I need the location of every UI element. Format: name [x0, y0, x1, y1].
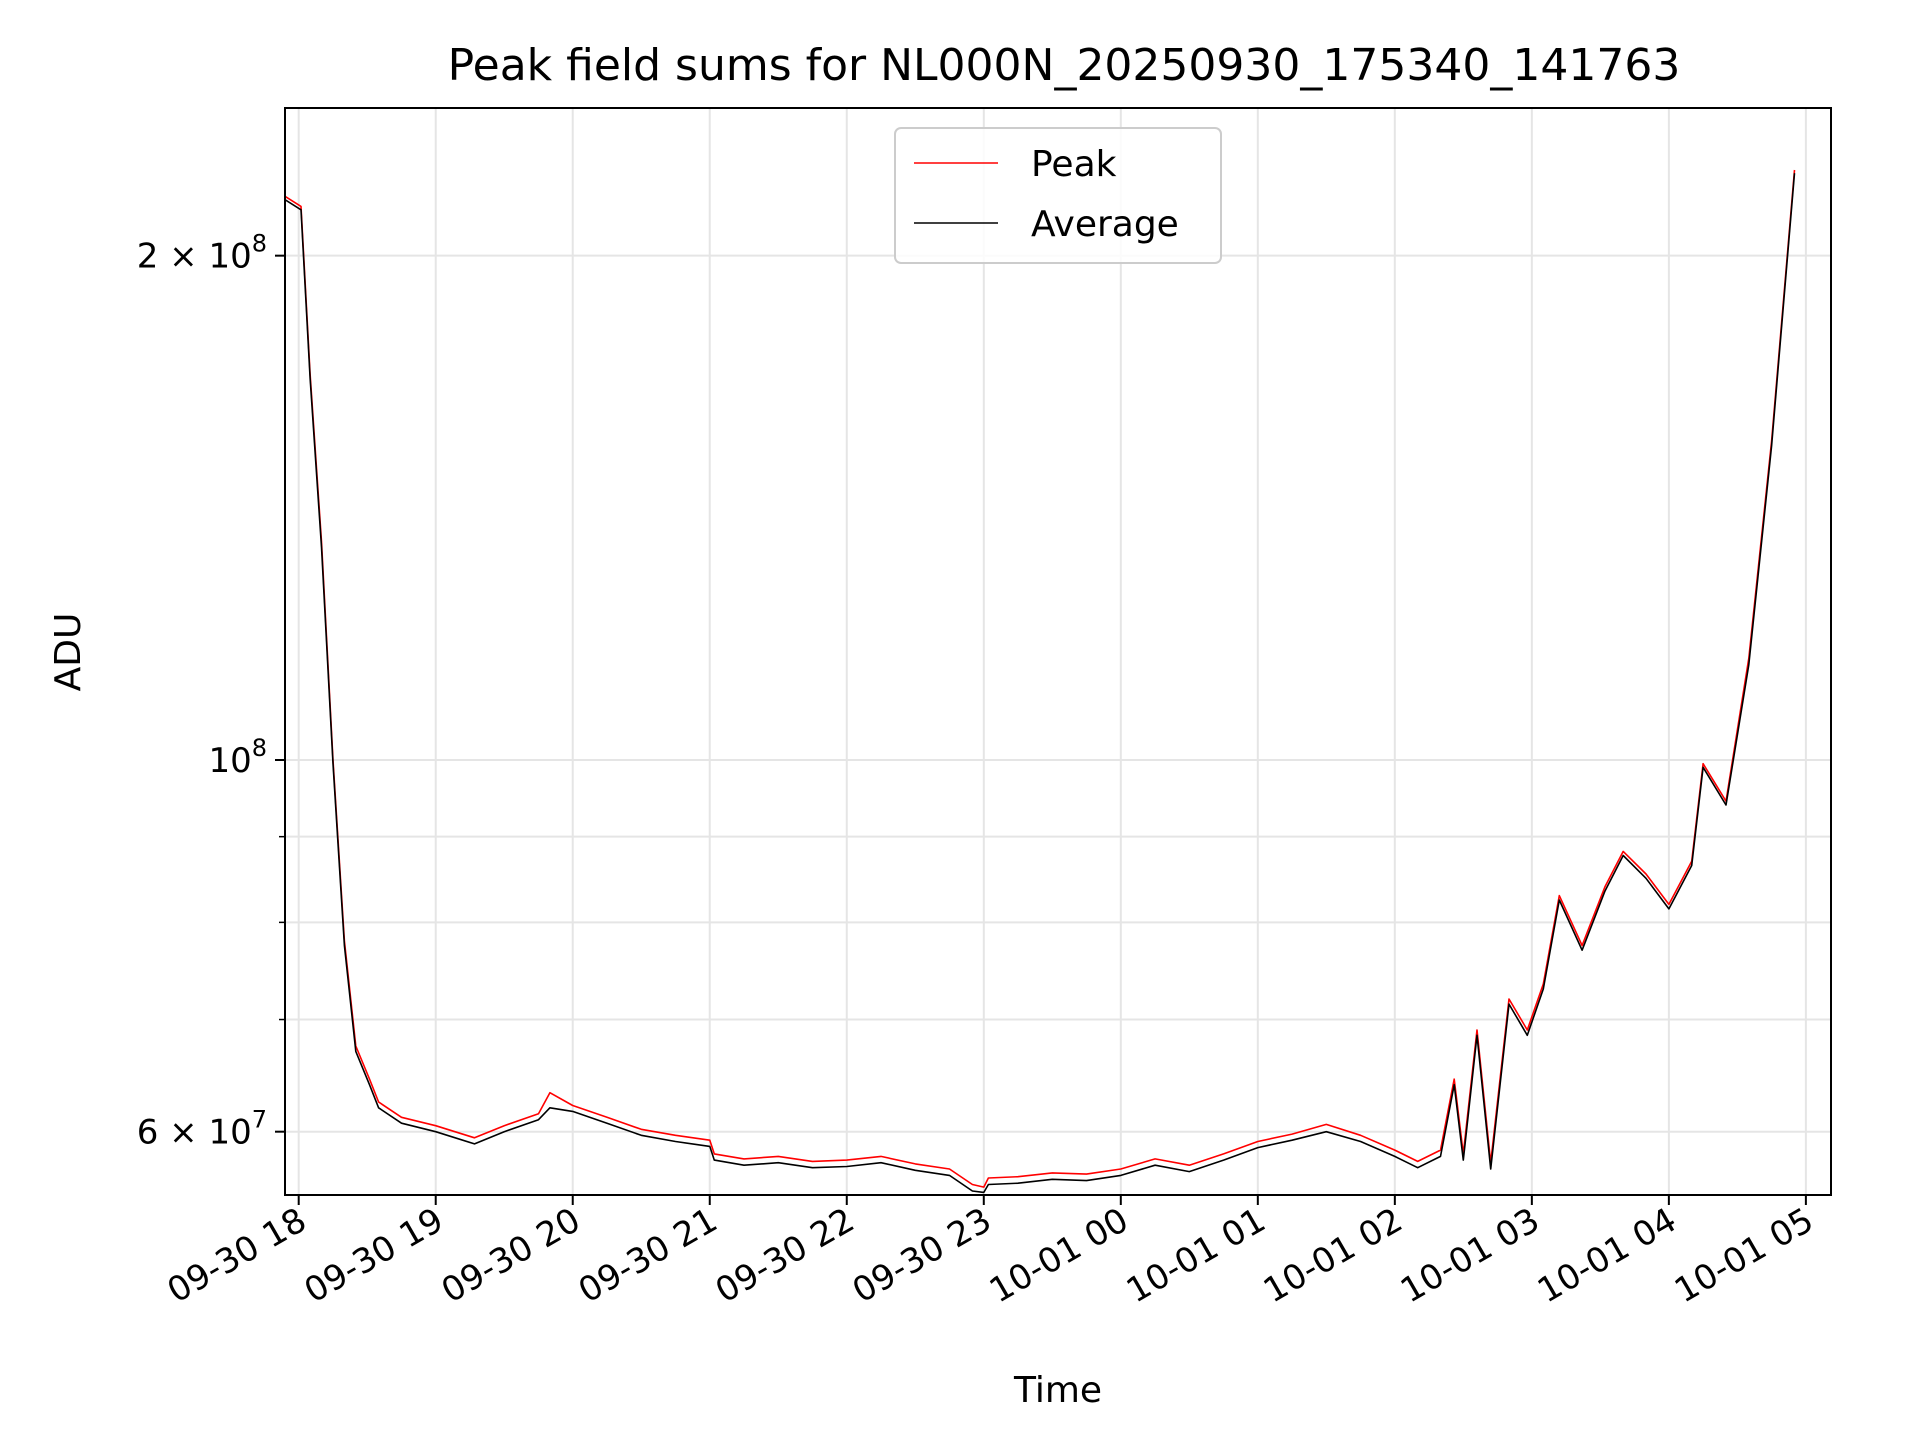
- y-tick-label: 108: [208, 734, 267, 781]
- y-tick-label: 6 × 107: [137, 1106, 267, 1153]
- legend-label-average: Average: [1031, 204, 1179, 245]
- plot-frame: [284, 107, 1832, 1196]
- y-tick-label: 2 × 108: [137, 230, 267, 277]
- x-axis-label: Time: [1013, 1370, 1102, 1411]
- y-axis: 6 × 107 108 2 × 108: [137, 230, 285, 1153]
- legend: Peak Average: [894, 127, 1222, 264]
- series-layer: [285, 169, 1796, 1194]
- legend-label-peak: Peak: [1031, 144, 1117, 185]
- series-line-average: [285, 173, 1796, 1194]
- y-axis-label: ADU: [48, 613, 89, 692]
- legend-box: [894, 127, 1222, 264]
- series-line-peak: [285, 169, 1796, 1188]
- chart-title: Peak field sums for NL000N_20250930_1753…: [448, 40, 1681, 91]
